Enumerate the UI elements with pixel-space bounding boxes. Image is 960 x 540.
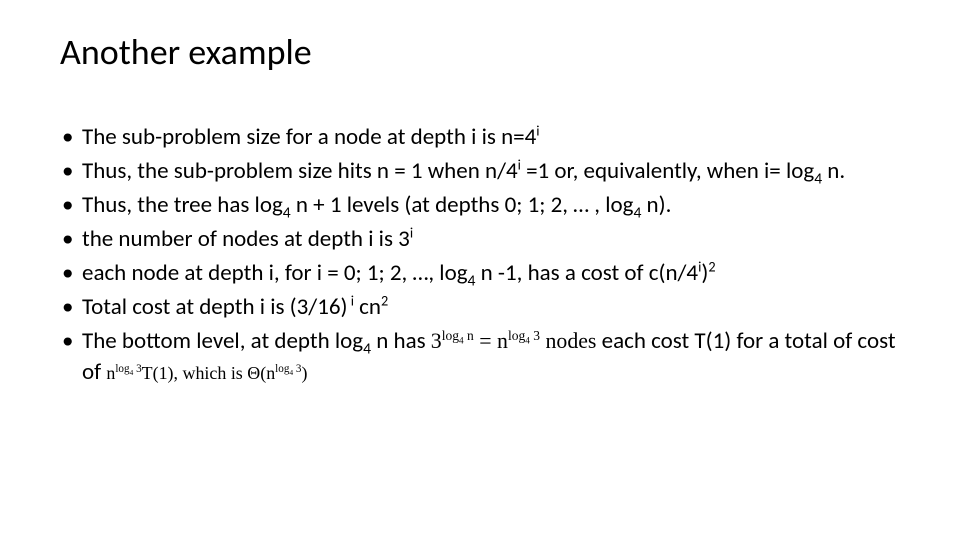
m: log [442, 328, 459, 343]
bullet-text: Total cost at depth i is (3/16) [82, 293, 347, 321]
bullet-text: n). [641, 191, 671, 219]
sup: i [410, 223, 413, 241]
m: n [497, 329, 508, 353]
bullet-text: The sub-problem size for a node at depth… [82, 123, 536, 151]
bullet-2: Thus, the sub-problem size hits n = 1 wh… [60, 156, 900, 187]
m: T(1), which is Θ(n [142, 363, 276, 383]
sub: 4 [363, 340, 371, 359]
bullet-text: n -1, has a cost of c(n/4 [475, 259, 698, 287]
sup: log4 n [442, 328, 474, 343]
bullet-text: =1 or, equivalently, when i= log [521, 157, 814, 185]
m: log [275, 363, 289, 375]
sup: log4 3 [115, 363, 141, 375]
bullet-4: the number of nodes at depth i is 3i [60, 224, 900, 255]
bullet-6: Total cost at depth i is (3/16) i cn2 [60, 292, 900, 323]
sup: 2 [381, 292, 388, 310]
slide-title: Another example [60, 30, 900, 74]
bullet-text: cn [354, 293, 381, 321]
math-expr-2: nlog4 3T(1), which is Θ(nlog4 3) [106, 363, 307, 383]
sub: 4 [283, 204, 291, 223]
bullet-list: The sub-problem size for a node at depth… [60, 122, 900, 388]
sup: 2 [708, 258, 715, 276]
m: 3 [133, 363, 141, 375]
bullet-text: n has [371, 327, 431, 355]
sup: log4 3 [275, 363, 301, 375]
m: ) [302, 363, 308, 383]
sup: log4 3 [508, 328, 540, 343]
bullet-text: The bottom level, at depth log [82, 327, 363, 355]
m: nodes [540, 329, 596, 353]
m: log [115, 363, 129, 375]
math-expr-1: 3log4 n = nlog4 3 nodes [431, 329, 597, 353]
bullet-text: each node at depth i, for i = 0; 1; 2, …… [82, 259, 468, 287]
bullet-text: n + 1 levels (at depths 0; 1; 2, … , log [291, 191, 634, 219]
bullet-text: Thus, the sub-problem size hits n = 1 wh… [82, 157, 518, 185]
m: = [474, 329, 497, 353]
m: log [508, 328, 525, 343]
m: 3 [293, 363, 301, 375]
bullet-text: Thus, the tree has log [82, 191, 283, 219]
bullet-7: The bottom level, at depth log4 n has 3l… [60, 326, 900, 388]
bullet-5: each node at depth i, for i = 0; 1; 2, …… [60, 258, 900, 289]
sub: 4 [814, 170, 822, 189]
slide: Another example The sub-problem size for… [0, 0, 960, 540]
bullet-3: Thus, the tree has log4 n + 1 levels (at… [60, 190, 900, 221]
m: 3 [431, 329, 442, 353]
bullet-text: the number of nodes at depth i is 3 [82, 225, 410, 253]
bullet-1: The sub-problem size for a node at depth… [60, 122, 900, 153]
m: 3 [530, 328, 540, 343]
m: n [464, 328, 474, 343]
sup: i [536, 121, 539, 139]
bullet-text: n. [822, 157, 845, 185]
m: n [106, 363, 115, 383]
